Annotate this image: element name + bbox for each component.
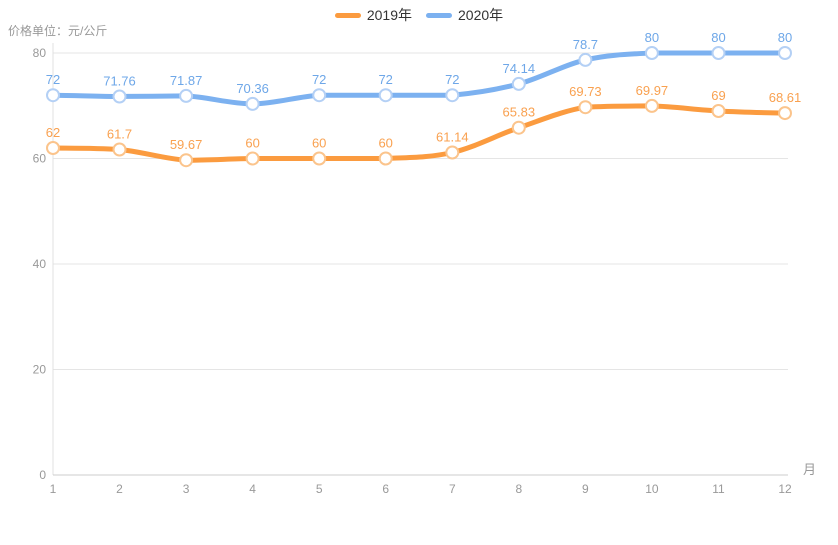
y-axis-tick-label: 60 bbox=[33, 152, 47, 166]
data-point-value-label: 72 bbox=[46, 72, 60, 87]
data-point-value-label: 71.87 bbox=[170, 73, 203, 88]
data-point-value-label: 72 bbox=[378, 72, 392, 87]
data-point-marker[interactable] bbox=[312, 88, 327, 103]
data-point-value-label: 71.76 bbox=[103, 74, 136, 89]
data-point-marker[interactable] bbox=[312, 151, 327, 166]
data-point-marker[interactable] bbox=[46, 141, 60, 155]
data-point-value-label: 60 bbox=[245, 136, 259, 151]
x-axis-tick-label: 8 bbox=[515, 482, 522, 496]
data-point-marker[interactable] bbox=[445, 88, 460, 103]
data-point-marker[interactable] bbox=[778, 106, 792, 121]
data-point-value-label: 62 bbox=[46, 125, 60, 140]
data-point-value-label: 80 bbox=[778, 30, 792, 45]
x-axis-tick-label: 7 bbox=[449, 482, 456, 496]
data-point-marker[interactable] bbox=[511, 120, 526, 135]
data-point-value-label: 61.7 bbox=[107, 127, 132, 142]
data-point-marker[interactable] bbox=[511, 76, 526, 91]
y-axis-tick-label: 40 bbox=[33, 257, 47, 271]
x-axis-tick-label: 2 bbox=[116, 482, 123, 496]
data-point-marker[interactable] bbox=[245, 151, 260, 166]
x-axis-tick-label: 5 bbox=[316, 482, 323, 496]
data-point-value-label: 69.73 bbox=[569, 84, 602, 99]
legend-label-2020: 2020年 bbox=[458, 7, 504, 23]
x-axis-tick-label: 11 bbox=[712, 482, 725, 496]
data-point-marker[interactable] bbox=[711, 46, 726, 60]
data-point-marker[interactable] bbox=[112, 89, 127, 104]
data-point-value-label: 69 bbox=[711, 88, 725, 103]
data-point-marker[interactable] bbox=[711, 104, 726, 118]
data-point-value-label: 60 bbox=[312, 136, 326, 151]
data-point-marker[interactable] bbox=[445, 145, 460, 160]
data-point-value-label: 69.97 bbox=[636, 83, 669, 98]
legend-swatch-2020-icon bbox=[426, 12, 452, 18]
data-point-value-label: 65.83 bbox=[503, 105, 536, 120]
series-line-2019年 bbox=[50, 103, 788, 163]
data-point-value-label: 61.14 bbox=[436, 130, 469, 145]
legend-item-2020[interactable]: 2020年 bbox=[426, 6, 503, 24]
data-point-value-label: 70.36 bbox=[236, 81, 269, 96]
data-point-value-label: 72 bbox=[445, 72, 459, 87]
data-point-marker[interactable] bbox=[378, 151, 393, 166]
data-point-marker[interactable] bbox=[578, 52, 593, 67]
y-axis-tick-label: 20 bbox=[33, 363, 47, 377]
data-point-marker[interactable] bbox=[644, 98, 659, 113]
data-point-marker[interactable] bbox=[378, 88, 393, 103]
data-point-value-label: 78.7 bbox=[573, 37, 598, 52]
y-axis-unit-label: 价格单位：元/公斤 bbox=[8, 24, 108, 38]
data-point-marker[interactable] bbox=[644, 46, 659, 60]
data-point-marker[interactable] bbox=[112, 142, 127, 157]
x-axis-tick-label: 1 bbox=[50, 482, 57, 496]
data-point-value-label: 80 bbox=[645, 30, 659, 45]
legend-swatch-2019-icon bbox=[334, 12, 361, 18]
x-axis-tick-label: 10 bbox=[645, 482, 659, 496]
data-point-marker[interactable] bbox=[179, 153, 194, 168]
data-point-marker[interactable] bbox=[778, 46, 792, 60]
data-point-marker[interactable] bbox=[179, 88, 194, 103]
data-point-value-label: 80 bbox=[711, 30, 725, 45]
y-axis-tick-label: 80 bbox=[33, 46, 47, 60]
x-axis-tick-label: 6 bbox=[382, 482, 389, 496]
x-axis-tick-label: 4 bbox=[249, 482, 256, 496]
x-axis-tick-label: 3 bbox=[183, 482, 190, 496]
data-point-marker[interactable] bbox=[46, 88, 60, 103]
data-point-value-label: 74.14 bbox=[503, 61, 536, 76]
data-point-marker[interactable] bbox=[245, 96, 260, 111]
legend-item-2019[interactable]: 2019年 bbox=[334, 6, 412, 24]
data-point-value-label: 72 bbox=[312, 72, 326, 87]
legend-label-2019: 2019年 bbox=[366, 7, 412, 23]
x-axis-unit-label: 月 bbox=[803, 462, 816, 477]
chart-legend: 2019年 2020年 bbox=[0, 6, 838, 24]
x-axis-tick-label: 9 bbox=[582, 482, 589, 496]
data-point-marker[interactable] bbox=[578, 100, 593, 115]
x-axis-tick-label: 12 bbox=[778, 482, 792, 496]
data-point-value-label: 68.61 bbox=[769, 90, 802, 105]
y-axis-tick-label: 0 bbox=[39, 468, 46, 482]
data-point-value-label: 60 bbox=[378, 136, 392, 151]
series-line-2020年 bbox=[50, 50, 788, 107]
data-point-value-label: 59.67 bbox=[170, 137, 203, 152]
